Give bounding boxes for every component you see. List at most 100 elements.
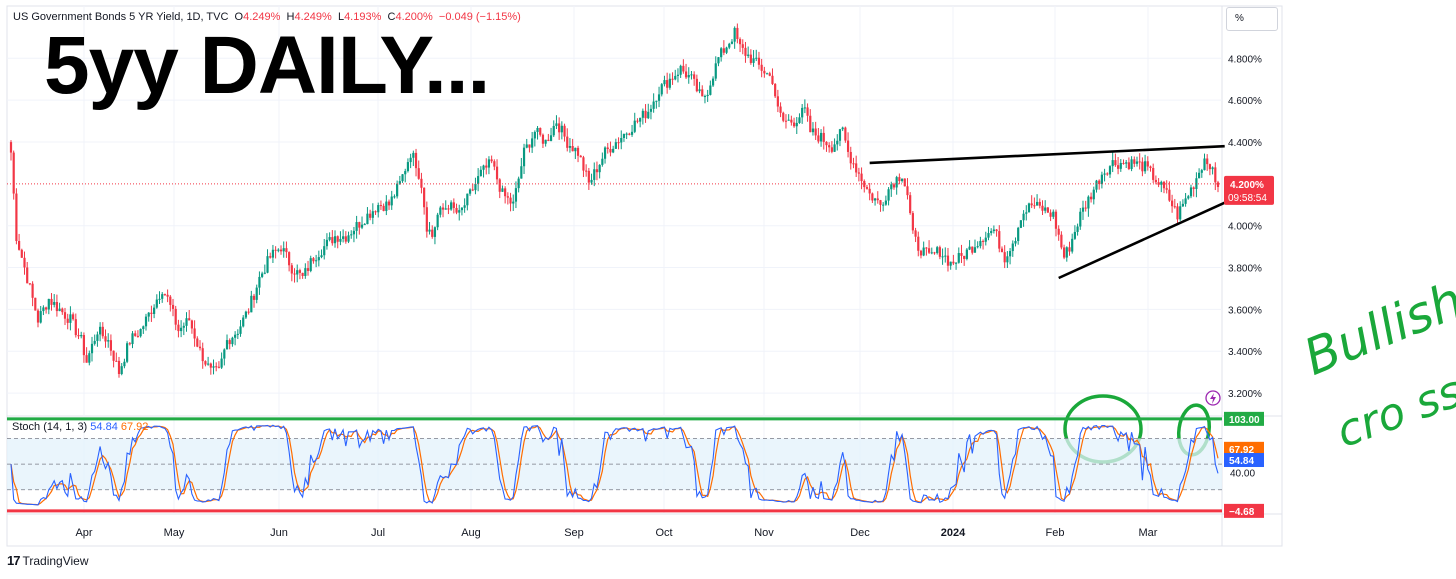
candle-up-body: [80, 335, 83, 337]
candle-down-body: [1208, 164, 1211, 170]
candle-down-body: [911, 213, 914, 231]
candle-up-body: [501, 188, 504, 192]
candle-up-body: [612, 148, 615, 153]
candle-up-body: [88, 353, 91, 363]
candle-up-body: [1022, 213, 1025, 221]
candle-up-body: [552, 125, 555, 136]
stoch-upper-badge: [1224, 411, 1264, 426]
price-tick-label: 4.800%: [1228, 54, 1262, 65]
candle-up-body: [242, 317, 245, 327]
time-tick-label: 2024: [941, 527, 966, 539]
candle-down-body: [879, 200, 882, 205]
candle-up-body: [466, 193, 469, 206]
candle-down-body: [617, 142, 620, 144]
candle-down-body: [760, 64, 763, 71]
candle-down-body: [1149, 166, 1152, 168]
stoch-d-badge: [1224, 441, 1264, 456]
candle-down-body: [1154, 179, 1157, 183]
candle-up-body: [954, 262, 958, 264]
unit-toggle-button[interactable]: %: [1226, 7, 1278, 31]
candle-up-body: [531, 138, 534, 148]
candle-down-body: [671, 78, 674, 80]
candle-down-body: [909, 195, 912, 214]
trendline-lower-support: [1058, 201, 1226, 280]
candle-up-body: [412, 152, 415, 158]
candle-down-body: [504, 188, 507, 197]
candle-up-body: [147, 312, 150, 317]
candle-up-body: [533, 131, 536, 139]
tradingview-logo-icon: 17: [7, 553, 21, 568]
candle-up-body: [277, 249, 280, 251]
candle-down-body: [209, 363, 212, 368]
candle-up-body: [676, 74, 680, 76]
candle-down-body: [1176, 206, 1179, 220]
candle-up-body: [328, 237, 331, 240]
candle-up-body: [474, 183, 477, 191]
candle-up-body: [795, 122, 798, 127]
candle-up-body: [730, 41, 734, 44]
candle-down-body: [736, 27, 739, 40]
candle-down-body: [1003, 252, 1006, 263]
candle-down-body: [825, 141, 828, 146]
candle-up-body: [250, 295, 253, 313]
candle-down-body: [585, 170, 588, 172]
candle-down-body: [452, 202, 455, 208]
stoch-upper-label: 103.00: [1229, 415, 1260, 426]
stoch-k-label: 54.84: [1229, 456, 1254, 467]
candle-up-body: [304, 268, 307, 276]
candle-up-body: [1079, 211, 1082, 227]
candle-up-body: [433, 227, 437, 237]
candle-down-body: [169, 296, 172, 305]
candle-down-body: [509, 197, 512, 204]
candle-up-body: [973, 247, 977, 253]
candle-down-body: [312, 258, 315, 262]
candle-up-body: [1011, 243, 1014, 252]
candle-down-body: [576, 147, 580, 156]
candle-up-body: [752, 58, 755, 63]
candle-down-body: [66, 318, 69, 323]
candle-down-body: [871, 193, 874, 201]
candle-down-body: [447, 208, 450, 210]
candle-up-body: [1087, 196, 1090, 209]
candle-up-body: [590, 179, 593, 183]
candle-up-body: [1052, 211, 1055, 217]
time-tick-label: Jun: [270, 527, 288, 539]
candle-down-body: [1038, 201, 1041, 206]
candle-up-body: [641, 110, 644, 118]
candle-up-body: [450, 202, 453, 210]
candle-down-body: [36, 310, 40, 323]
tradingview-brand[interactable]: 17 TradingView: [7, 553, 89, 568]
candle-down-body: [288, 252, 291, 266]
candle-up-body: [1108, 166, 1112, 175]
candle-up-body: [560, 125, 563, 133]
candle-down-body: [1170, 200, 1174, 207]
candle-down-body: [188, 318, 191, 321]
candle-down-body: [163, 294, 167, 296]
candle-down-body: [566, 136, 569, 148]
candle-up-body: [468, 189, 472, 194]
candle-up-body: [139, 329, 142, 337]
candle-down-body: [115, 360, 118, 362]
candle-down-body: [582, 157, 585, 171]
candle-up-body: [536, 127, 539, 132]
candle-down-body: [1165, 188, 1168, 190]
candle-down-body: [684, 71, 688, 78]
candle-down-body: [1114, 160, 1117, 166]
candle-down-body: [252, 295, 256, 300]
candle-up-body: [1071, 238, 1074, 252]
candle-up-body: [350, 234, 353, 236]
candle-up-body: [1181, 203, 1184, 207]
candle-up-body: [282, 248, 285, 252]
candle-up-body: [1076, 226, 1079, 232]
candle-down-body: [849, 151, 852, 164]
candle-up-body: [1073, 231, 1076, 239]
candle-up-body: [811, 128, 815, 133]
candle-down-body: [771, 75, 774, 84]
candle-down-body: [587, 170, 590, 183]
candle-up-body: [984, 237, 987, 242]
candle-up-body: [687, 75, 690, 78]
candle-up-body: [261, 273, 264, 277]
candle-up-body: [339, 238, 342, 242]
candle-down-body: [1060, 234, 1063, 248]
candle-down-body: [204, 361, 207, 365]
